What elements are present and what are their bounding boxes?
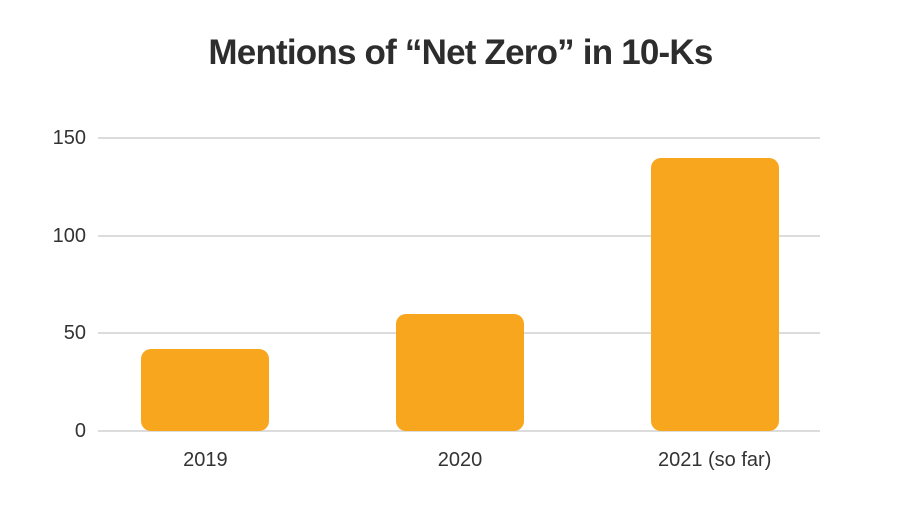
bar-2021-so-far	[650, 157, 779, 431]
chart-title: Mentions of “Net Zero” in 10-Ks	[208, 33, 713, 72]
gridline-y-100	[98, 234, 820, 237]
x-axis-tick-label-2021-so-far: 2021 (so far)	[657, 449, 772, 471]
y-axis-tick-label-0: 0	[74, 420, 86, 442]
x-axis-tick-label-2019: 2019	[183, 449, 228, 471]
gridline-y-0	[98, 430, 820, 432]
bar-2019	[141, 348, 270, 431]
gridline-y-150	[98, 137, 820, 139]
x-axis-tick-label-2020: 2020	[437, 449, 483, 471]
y-axis-tick-label-150: 150	[52, 127, 86, 149]
y-axis-tick-label-50: 50	[63, 322, 86, 345]
y-axis-tick-label-100: 100	[52, 224, 86, 247]
bar-2020	[396, 313, 524, 431]
